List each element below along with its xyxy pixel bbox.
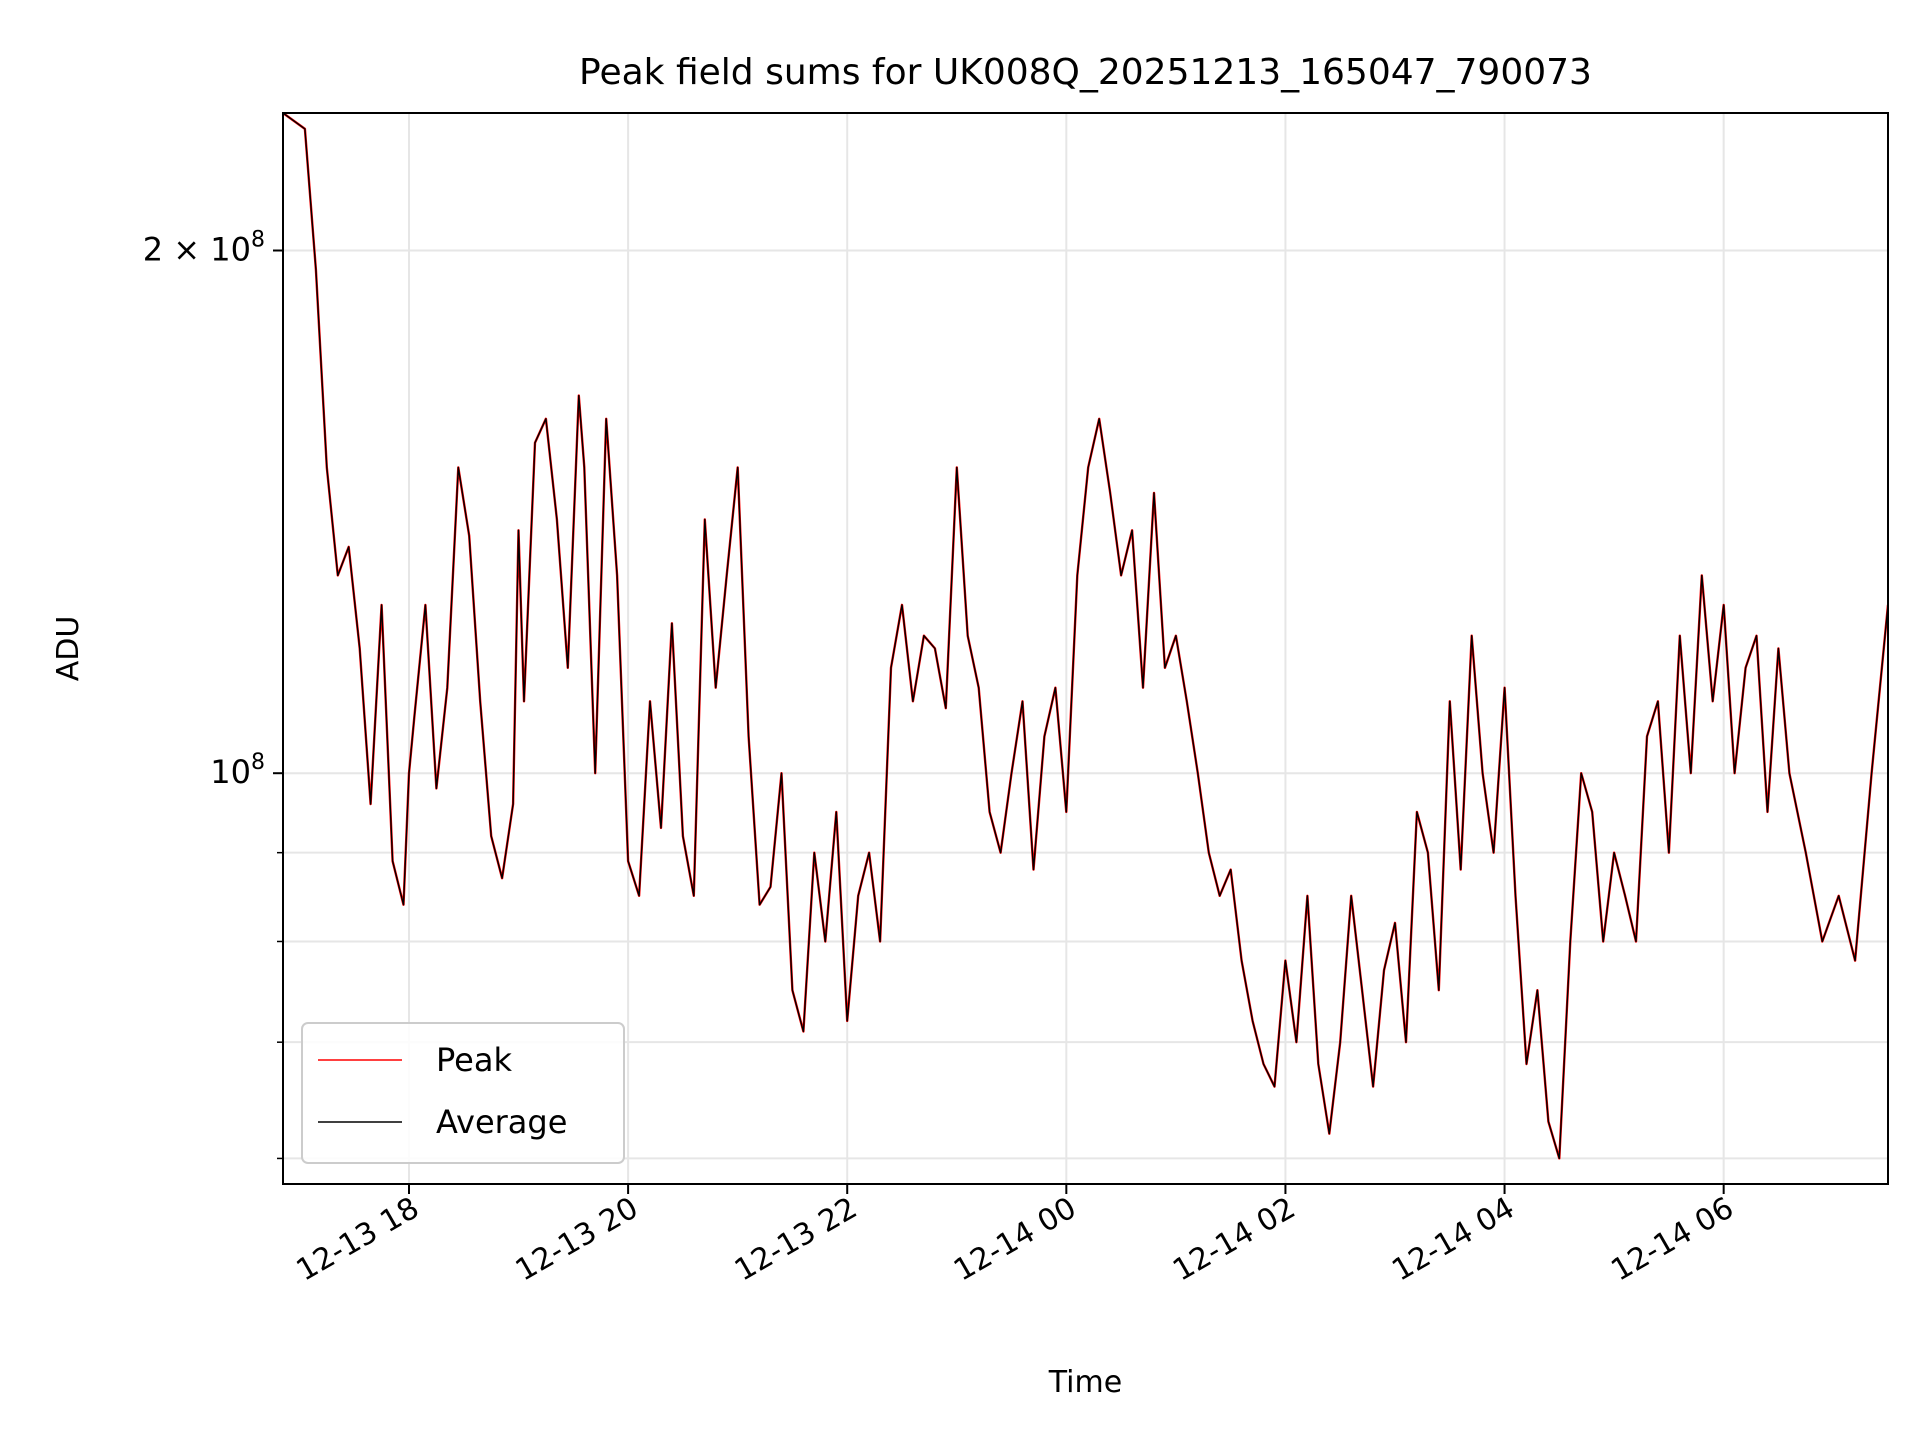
y-tick-label: 2 × 108 bbox=[143, 227, 265, 268]
chart-title: Peak field sums for UK008Q_20251213_1650… bbox=[579, 52, 1592, 93]
series-line-average bbox=[283, 113, 1888, 1160]
legend-label-average: Average bbox=[436, 1103, 567, 1141]
x-axis-label: Time bbox=[1048, 1365, 1122, 1400]
y-axis-label: ADU bbox=[51, 616, 86, 682]
series-layer bbox=[283, 113, 1888, 1160]
plot-area-frame bbox=[282, 112, 1889, 1185]
legend-box bbox=[301, 1022, 625, 1164]
legend: Peak Average bbox=[301, 1022, 625, 1164]
legend-label-peak: Peak bbox=[436, 1041, 512, 1079]
y-tick-label: 108 bbox=[210, 750, 265, 791]
grid bbox=[283, 113, 1888, 1184]
